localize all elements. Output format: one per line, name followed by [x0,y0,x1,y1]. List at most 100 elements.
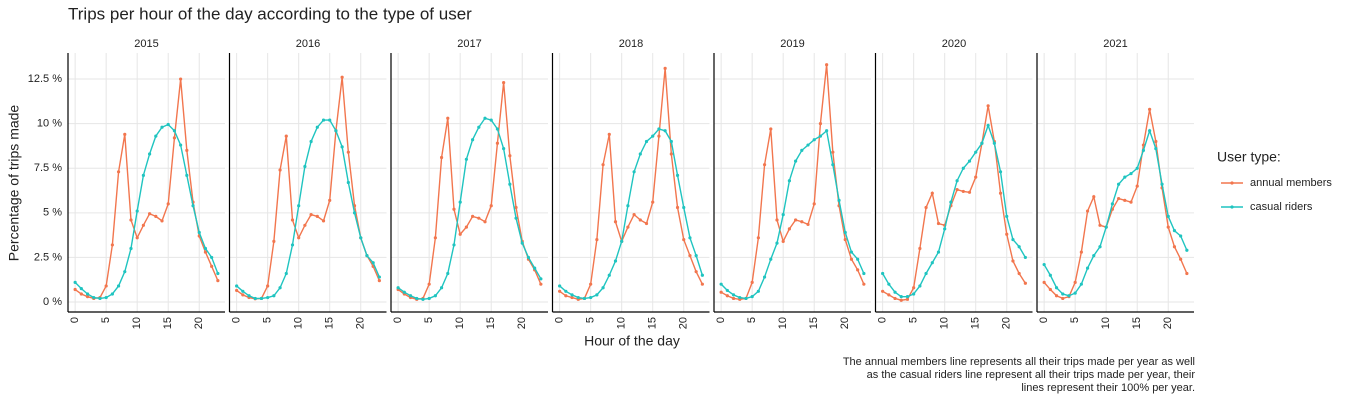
point [558,284,562,288]
point [315,214,319,218]
point [607,273,611,277]
point [856,257,860,261]
point [346,150,350,154]
point [812,138,816,142]
point [452,243,456,247]
point [359,236,363,240]
point [1005,232,1009,236]
point [1017,271,1021,276]
legend-label: annual members [1250,177,1332,189]
point [471,138,475,142]
series-line [397,117,542,301]
point [893,290,897,294]
x-tick-label: 0 [69,317,81,323]
series-line [882,123,1026,298]
point [651,200,655,204]
legend-title: User type: [1217,149,1281,165]
point [1092,254,1096,258]
point [1148,107,1152,111]
point [210,264,214,268]
point [1079,282,1083,286]
point [1011,259,1015,263]
point [974,150,978,154]
point [471,214,475,218]
point [769,257,773,261]
point [185,148,189,152]
point [1135,184,1139,188]
point [203,250,208,254]
point [1154,139,1158,144]
point [104,295,108,300]
point [576,295,580,300]
point [924,271,928,276]
point [284,271,288,276]
x-tick-label: 5 [423,317,435,323]
point [912,292,916,296]
point [949,200,953,204]
y-tick-label: 2.5 % [34,251,62,263]
point [247,294,251,298]
point [955,179,959,183]
x-axis-label: Hour of the day [584,333,680,349]
point [595,237,599,242]
y-tick-label: 5 % [43,207,62,219]
point [899,295,903,299]
point [762,163,767,167]
point [427,282,431,286]
point [1042,280,1046,284]
point [1185,248,1189,252]
point [806,222,810,227]
x-tick-label: 5 [100,317,112,323]
chart-title: Trips per hour of the day according to t… [68,4,472,23]
point [787,179,791,183]
x-tick-label: 15 [324,317,336,329]
point [1141,148,1146,152]
series-line [720,64,865,301]
point [825,63,829,67]
series-line [720,129,865,300]
point [489,204,493,208]
x-tick-label: 0 [231,317,243,323]
point [526,255,531,260]
point [110,292,114,296]
caption-line: lines represent their 100% per year. [1021,382,1195,394]
x-tick-label: 0 [554,317,566,323]
point [719,282,723,286]
point [483,116,487,120]
point [1023,255,1027,260]
point [402,290,406,294]
point [992,141,996,145]
point [843,237,847,242]
point [1085,209,1090,213]
x-tick-label: 10 [777,317,789,329]
point [794,159,798,163]
point [377,275,381,279]
point [887,282,891,286]
point [154,214,158,218]
point [1098,245,1102,249]
point [321,118,326,122]
series-line [74,123,219,300]
point [315,125,319,129]
point [955,188,959,192]
point [818,122,823,126]
point [73,287,77,292]
point [638,152,642,156]
y-axis-label: Percentage of trips made [6,105,22,262]
point [1005,214,1009,218]
point [148,212,152,216]
point [92,295,96,300]
point [669,152,673,156]
point [79,287,83,291]
point [241,289,245,293]
x-tick-label: 5 [1069,317,1081,323]
point [632,170,636,174]
point [986,104,990,108]
point [197,230,201,235]
facet-title: 2018 [619,38,643,50]
point [160,219,164,223]
point [738,295,742,300]
point [210,255,214,260]
point [116,170,121,174]
point [235,284,239,288]
